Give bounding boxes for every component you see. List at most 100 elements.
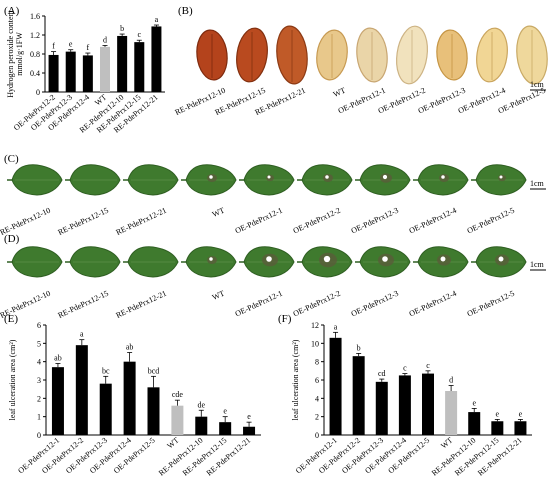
lesion-hole — [209, 257, 213, 261]
y-tick-label: 0 — [36, 88, 40, 97]
leaf-photo — [413, 164, 469, 196]
significance-letter: ab — [54, 354, 62, 363]
y-tick-label: 0 — [37, 431, 41, 440]
significance-letter: e — [247, 412, 251, 421]
stained-leaf — [196, 29, 228, 81]
leaf-label: OE-PdePrx12-1 — [234, 206, 284, 236]
panel-label-c: (C) — [4, 153, 19, 165]
chart-a-hydrogen-peroxide: 00.40.81.21.6fOE-PdePrx12-2eOE-PdePrx12-… — [6, 9, 165, 135]
significance-letter: bc — [102, 366, 110, 375]
lesion-hole — [209, 175, 213, 179]
significance-letter: de — [197, 400, 205, 409]
stained-leaf — [436, 29, 468, 81]
lesion-hole — [267, 175, 271, 179]
leaf-label: RE-PdePrx12-21 — [114, 289, 167, 320]
significance-letter: b — [357, 343, 361, 352]
x-tick-label: WT — [165, 436, 180, 451]
bar — [398, 375, 411, 435]
significance-letter: c — [138, 30, 142, 39]
leaf-label: RE-PdePrx12-21 — [114, 206, 167, 237]
stained-leaf — [396, 25, 428, 85]
significance-letter: cde — [172, 390, 184, 399]
leaf-photo — [297, 246, 353, 278]
panel-label-a: (A) — [4, 5, 20, 17]
significance-letter: a — [334, 322, 338, 331]
significance-letter: a — [80, 330, 84, 339]
leaf-photo — [181, 164, 237, 196]
chart-e-ulceration-area: 0123456abOE-PdePrx12-1aOE-PdePrx12-2bcOE… — [8, 321, 261, 478]
significance-letter: d — [103, 35, 107, 44]
y-tick-label: 0.8 — [30, 50, 40, 59]
y-tick-label: 10 — [311, 339, 319, 348]
scale-bar-c: 1cm — [530, 179, 546, 190]
panel-d-leaf-photos: RE-PdePrx12-10 RE-PdePrx12-15 RE-PdePrx12-… — [0, 246, 527, 320]
panel-label-b: (B) — [178, 5, 193, 17]
x-tick-label: WT — [439, 436, 454, 451]
leaf-label: OE-PdePrx12-2 — [292, 206, 342, 236]
bar — [195, 416, 208, 435]
bar — [352, 356, 365, 435]
leaf-photo — [181, 246, 237, 278]
bar — [219, 422, 232, 435]
bar — [468, 412, 481, 435]
leaf-label: OE-PdePrx12-5 — [466, 206, 516, 236]
y-axis-label-line: mmol/g·1FW — [15, 32, 24, 76]
leaf-label: WT — [211, 206, 226, 219]
y-tick-label: 0 — [315, 431, 319, 440]
bar — [82, 55, 93, 92]
leaf-label: OE-PdePrx12-4 — [408, 206, 458, 236]
y-tick-label: 2 — [37, 394, 41, 403]
lesion-hole — [382, 256, 388, 262]
bar — [491, 421, 504, 435]
scale-bar-d: 1cm — [530, 260, 546, 271]
leaf-label: RE-PdePrx12-10 — [0, 289, 52, 320]
bar — [75, 345, 88, 435]
stained-leaf — [356, 27, 388, 83]
significance-letter: a — [155, 15, 159, 24]
y-tick-label: 6 — [37, 321, 41, 330]
y-tick-label: 2 — [315, 413, 319, 422]
lesion-hole — [323, 255, 331, 263]
y-tick-label: 8 — [315, 358, 319, 367]
y-tick-label: 6 — [315, 376, 319, 385]
y-axis-label: Hydrogen peroxide contentmmol/g·1FW — [6, 9, 24, 97]
y-tick-label: 12 — [311, 321, 319, 330]
bar — [147, 387, 160, 435]
x-tick-label: RE-PdePrx12-21 — [205, 436, 253, 478]
significance-letter: e — [69, 40, 73, 49]
y-axis-label: leaf ulceration area (cm²) — [8, 339, 17, 420]
bar — [375, 381, 388, 435]
lesion-hole — [325, 175, 329, 179]
bar — [99, 383, 112, 435]
significance-letter: c — [403, 364, 407, 373]
significance-letter: b — [120, 24, 124, 33]
significance-letter: e — [496, 409, 500, 418]
panel-c-leaf-photos: RE-PdePrx12-10 RE-PdePrx12-15 RE-PdePrx12-… — [0, 164, 527, 237]
leaf-label: OE-PdePrx12-4 — [408, 289, 458, 319]
panel-label-e: (E) — [4, 313, 18, 325]
panel-label-d: (D) — [4, 233, 20, 245]
bar — [243, 426, 256, 435]
y-tick-label: 0.4 — [30, 69, 40, 78]
leaf-label: OE-PdePrx12-1 — [234, 289, 284, 319]
leaf-photo — [123, 164, 179, 196]
leaf-label: RE-PdePrx12-15 — [56, 289, 109, 320]
leaf-photo — [355, 164, 411, 196]
lesion-hole — [498, 256, 504, 262]
y-tick-label: 1.6 — [30, 12, 40, 21]
bar — [48, 54, 59, 92]
scale-label-b: 1cm — [530, 80, 545, 89]
lesion-hole — [266, 256, 272, 262]
bar — [329, 337, 342, 435]
y-tick-label: 1.2 — [30, 31, 40, 40]
y-axis-label: leaf ulceration area (cm²) — [291, 339, 300, 420]
significance-letter: cd — [378, 369, 386, 378]
significance-letter: e — [223, 407, 227, 416]
lesion-hole — [499, 175, 503, 179]
bar — [151, 26, 162, 93]
leaf-label: OE-PdePrx12-5 — [466, 289, 516, 319]
leaf-photo — [65, 164, 121, 196]
leaf-photo — [7, 246, 63, 278]
panel-b-stained-leaves: RE-PdePrx12-10RE-PdePrx12-15RE-PdePrx12-… — [173, 25, 548, 117]
